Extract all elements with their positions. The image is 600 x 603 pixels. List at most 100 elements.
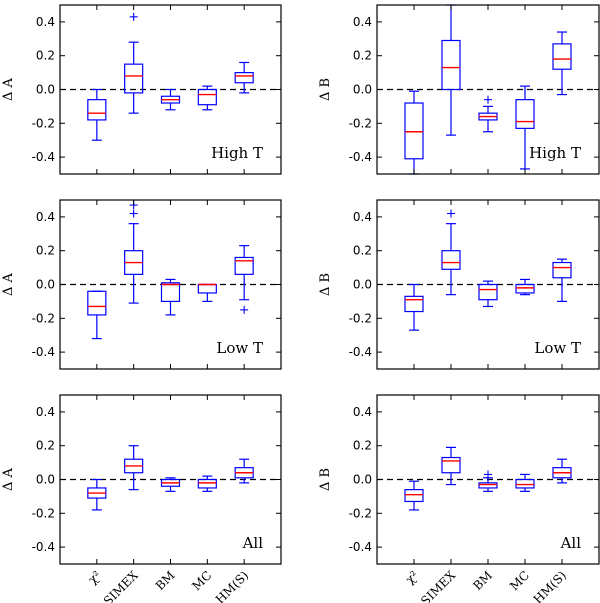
box-2	[441, 209, 461, 296]
y-tick-label: 0.4	[353, 210, 372, 224]
box-5	[552, 458, 572, 484]
outlier-marker	[129, 12, 138, 21]
y-tick-label: -0.2	[32, 116, 55, 130]
y-tick-label: -0.2	[349, 311, 372, 325]
y-tick-label: -0.2	[349, 506, 372, 520]
panel-4: 0.4 0.2 0.0 -0.2 -0.4 Δ B Low T	[318, 199, 600, 370]
y-axis-label: Δ B	[318, 78, 333, 101]
y-tick-label: -0.2	[349, 116, 372, 130]
outlier-marker	[129, 209, 138, 218]
iqr-box	[515, 283, 535, 294]
panel-label: All	[242, 534, 264, 552]
panel-label: All	[560, 534, 582, 552]
iqr-box	[124, 63, 144, 94]
y-tick-label: 0.2	[36, 244, 55, 258]
iqr-box	[441, 456, 461, 474]
iqr-box	[478, 283, 498, 301]
box-1	[87, 478, 107, 511]
iqr-box	[441, 250, 461, 270]
iqr-box	[197, 88, 217, 106]
box-3	[160, 477, 181, 492]
y-tick-label: 0.4	[353, 405, 372, 419]
y-tick-label: 0.0	[36, 83, 55, 97]
panel-1: 0.4 0.2 0.0 -0.2 -0.4 Δ A High T	[1, 4, 282, 175]
iqr-box	[552, 43, 572, 70]
y-tick-label: 0.4	[353, 15, 372, 29]
y-axis-label: Δ A	[1, 467, 16, 491]
y-axis-label: Δ A	[1, 272, 16, 296]
iqr-box	[478, 482, 498, 489]
y-tick-label: 0.0	[353, 473, 372, 487]
box-3	[478, 280, 498, 308]
box-3	[478, 470, 498, 492]
y-tick-label: -0.4	[349, 150, 372, 164]
box-4	[515, 473, 535, 492]
y-axis-label: Δ A	[1, 77, 16, 101]
y-axis-label: Δ B	[318, 273, 333, 296]
box-4	[197, 283, 217, 302]
box-5	[234, 245, 254, 314]
panel-label: High T	[529, 144, 581, 162]
y-tick-label: 0.4	[36, 405, 55, 419]
box-5	[234, 458, 254, 484]
iqr-box	[234, 71, 254, 84]
y-tick-label: -0.4	[349, 540, 372, 554]
y-axis-label: Δ B	[318, 468, 333, 491]
y-tick-label: 0.0	[353, 83, 372, 97]
box-4	[197, 475, 217, 492]
y-tick-label: -0.4	[32, 540, 55, 554]
panel-2: 0.4 0.2 0.0 -0.2 -0.4 Δ B High T	[318, 4, 600, 175]
iqr-box	[87, 99, 107, 121]
iqr-box	[197, 478, 217, 489]
box-1	[404, 480, 424, 511]
box-4	[515, 85, 535, 170]
y-tick-label: 0.0	[36, 473, 55, 487]
outlier-marker	[447, 209, 455, 218]
box-1	[87, 290, 107, 340]
box-5	[234, 61, 254, 94]
box-4	[515, 278, 535, 296]
box-2	[124, 12, 144, 114]
iqr-box	[552, 261, 572, 279]
box-1	[404, 283, 424, 331]
box-1	[87, 88, 107, 141]
iqr-box	[160, 282, 181, 302]
panel-label: High T	[211, 144, 263, 162]
y-tick-label: 0.4	[36, 15, 55, 29]
y-tick-label: -0.4	[32, 150, 55, 164]
box-2	[124, 201, 144, 304]
iqr-box	[87, 290, 107, 316]
iqr-box	[404, 102, 424, 160]
y-tick-label: -0.4	[349, 345, 372, 359]
outlier-marker	[240, 305, 249, 314]
y-tick-label: -0.2	[32, 311, 55, 325]
panel-label: Low T	[534, 339, 581, 357]
box-5	[552, 258, 572, 302]
panel-label: Low T	[216, 339, 263, 357]
y-tick-label: 0.2	[36, 49, 55, 63]
box-2	[441, 446, 461, 486]
box-2	[124, 445, 144, 491]
iqr-box	[515, 478, 535, 489]
box-3	[160, 88, 181, 111]
box-4	[197, 85, 217, 111]
y-tick-label: 0.0	[353, 278, 372, 292]
y-tick-label: -0.4	[32, 345, 55, 359]
outlier-marker	[484, 470, 492, 479]
iqr-box	[404, 489, 424, 503]
outlier-marker	[484, 95, 492, 104]
panel-3: 0.4 0.2 0.0 -0.2 -0.4 Δ A Low T	[1, 199, 282, 370]
y-tick-label: 0.0	[36, 278, 55, 292]
y-tick-label: 0.4	[36, 210, 55, 224]
iqr-box	[515, 99, 535, 129]
box-3	[478, 95, 498, 133]
iqr-box	[441, 39, 461, 91]
box-3	[160, 278, 181, 316]
y-tick-label: 0.2	[36, 439, 55, 453]
y-tick-label: 0.2	[353, 244, 372, 258]
box-5	[552, 31, 572, 96]
y-tick-label: -0.2	[32, 506, 55, 520]
y-tick-label: 0.2	[353, 49, 372, 63]
iqr-box	[404, 295, 424, 313]
